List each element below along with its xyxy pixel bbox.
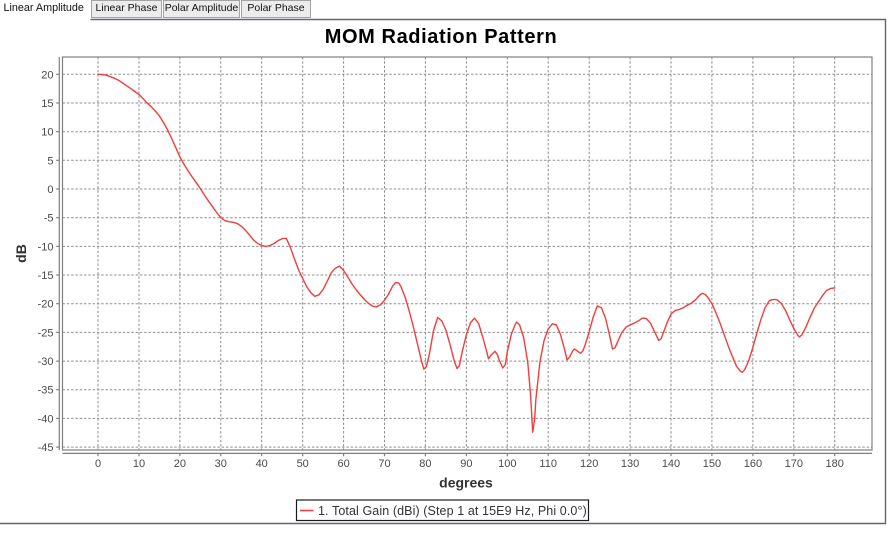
svg-text:170: 170: [785, 458, 803, 470]
svg-text:0: 0: [95, 458, 101, 470]
svg-text:160: 160: [744, 458, 762, 470]
svg-text:80: 80: [419, 458, 431, 470]
svg-text:-5: -5: [44, 213, 54, 225]
svg-text:-20: -20: [38, 299, 54, 311]
svg-text:5: 5: [47, 155, 53, 167]
svg-text:-45: -45: [38, 442, 54, 454]
svg-text:-40: -40: [38, 413, 54, 425]
svg-text:30: 30: [215, 458, 227, 470]
svg-text:130: 130: [621, 458, 639, 470]
svg-text:-30: -30: [38, 356, 54, 368]
svg-text:-35: -35: [38, 385, 54, 397]
svg-text:50: 50: [297, 458, 309, 470]
svg-text:10: 10: [41, 127, 53, 139]
svg-text:MOM Radiation Pattern: MOM Radiation Pattern: [325, 26, 558, 48]
svg-text:-25: -25: [38, 327, 54, 339]
svg-text:20: 20: [41, 69, 53, 81]
svg-text:degrees: degrees: [439, 475, 493, 491]
svg-text:180: 180: [826, 458, 844, 470]
svg-text:100: 100: [498, 458, 516, 470]
svg-text:60: 60: [337, 458, 349, 470]
svg-text:40: 40: [256, 458, 268, 470]
svg-text:120: 120: [580, 458, 598, 470]
svg-text:150: 150: [703, 458, 721, 470]
svg-text:90: 90: [460, 458, 472, 470]
svg-text:70: 70: [378, 458, 390, 470]
svg-text:-15: -15: [38, 270, 54, 282]
svg-text:0: 0: [47, 184, 53, 196]
svg-text:110: 110: [539, 458, 557, 470]
svg-text:140: 140: [662, 458, 680, 470]
svg-text:10: 10: [133, 458, 145, 470]
svg-text:15: 15: [41, 98, 53, 110]
svg-text:-10: -10: [38, 241, 54, 253]
svg-text:dB: dB: [13, 244, 29, 263]
svg-text:1. Total Gain (dBi) (Step 1 at: 1. Total Gain (dBi) (Step 1 at 15E9 Hz, …: [318, 504, 587, 518]
svg-text:20: 20: [174, 458, 186, 470]
